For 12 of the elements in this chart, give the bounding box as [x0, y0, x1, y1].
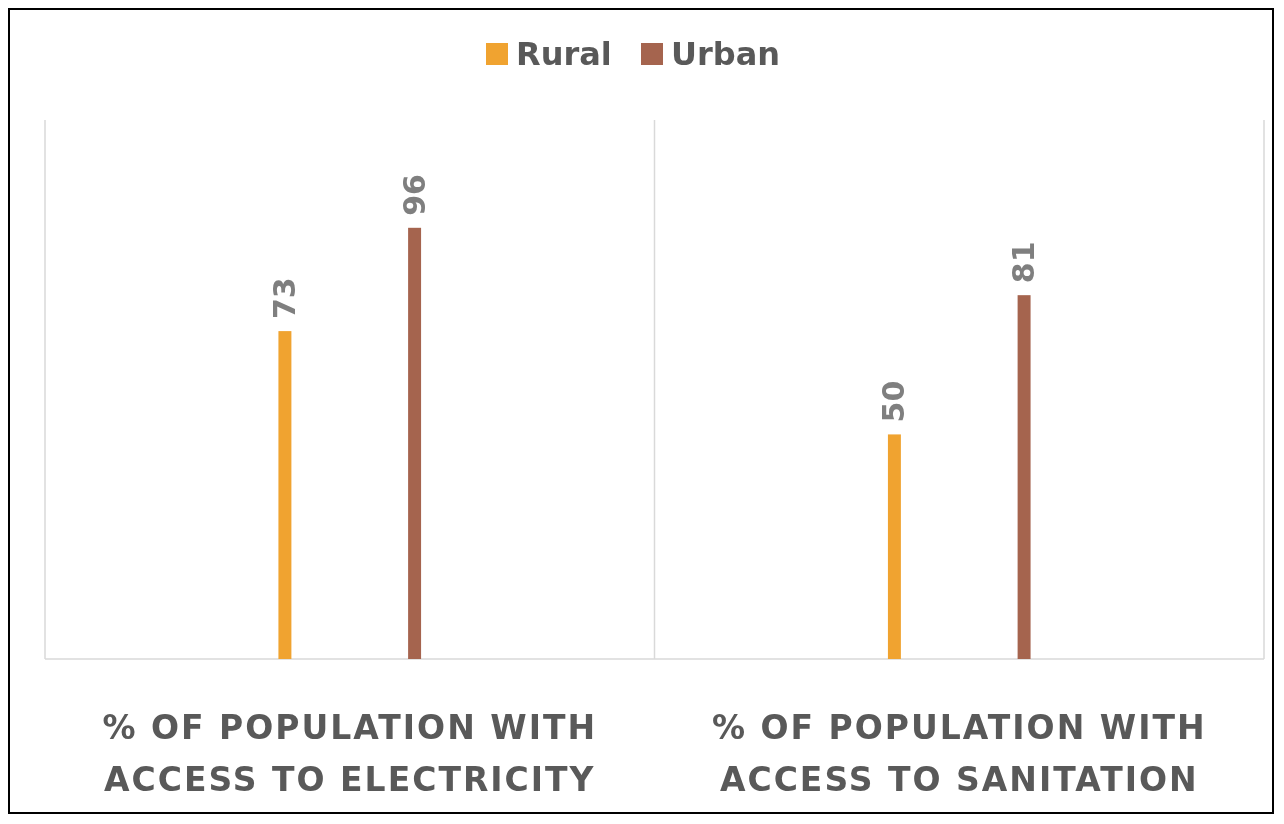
legend-label: Urban — [671, 35, 781, 73]
bar — [278, 331, 292, 659]
data-label: 73 — [266, 277, 302, 320]
x-tick-label: % OF POPULATION WITH ACCESS TO ELECTRICITY — [102, 708, 598, 799]
data-label: 50 — [876, 380, 912, 423]
x-tick-label: % OF POPULATION WITH ACCESS TO SANITATION — [711, 708, 1207, 799]
bar — [408, 227, 422, 659]
bar — [887, 434, 901, 659]
data-label: 96 — [396, 174, 432, 216]
data-label: 81 — [1006, 241, 1042, 284]
bar — [1017, 295, 1031, 659]
legend-label: Rural — [516, 35, 612, 73]
